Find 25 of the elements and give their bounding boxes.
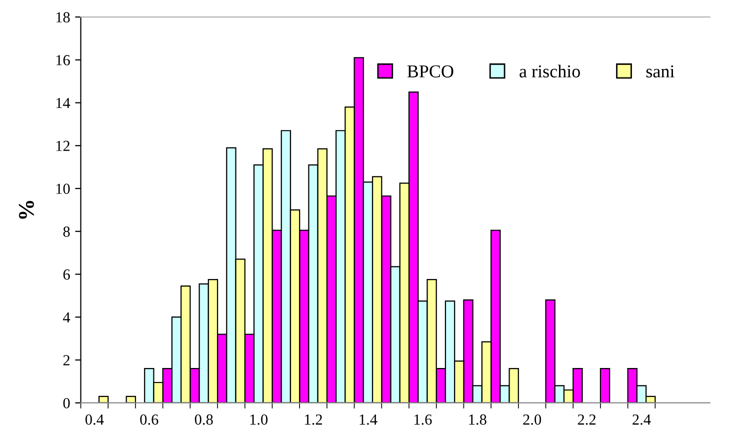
x-tick-label: 0.6 xyxy=(140,414,158,425)
x-tick-label: 0.4 xyxy=(85,414,104,425)
y-tick-label: 4 xyxy=(63,312,70,322)
legend-label: sani xyxy=(646,65,674,78)
y-tick-label: 14 xyxy=(56,98,70,108)
legend-label: BPCO xyxy=(407,65,454,78)
y-tick-label: 18 xyxy=(56,12,70,22)
y-tick-label: 0 xyxy=(63,398,70,408)
y-tick-label: 8 xyxy=(63,226,70,237)
x-tick-label: 1.8 xyxy=(469,414,486,425)
y-tick-label: 2 xyxy=(63,355,70,366)
x-tick-label: 2.0 xyxy=(523,414,542,425)
x-tick-label: 1.2 xyxy=(305,414,322,425)
y-tick-label: 16 xyxy=(56,55,70,66)
y-tick-label: 6 xyxy=(63,269,70,280)
y-tick-label: 12 xyxy=(56,140,70,151)
y-tick-label: 10 xyxy=(56,184,70,194)
x-tick-label: 1.6 xyxy=(414,414,432,425)
legend-label: a rischio xyxy=(520,64,580,78)
y-axis-title: % xyxy=(18,200,34,219)
x-tick-label: 0.8 xyxy=(194,414,213,425)
x-tick-label: 2.4 xyxy=(632,414,651,425)
x-tick-label: 2.2 xyxy=(578,414,596,425)
x-tick-label: 1.4 xyxy=(360,414,378,425)
x-tick-label: 1.0 xyxy=(250,414,268,425)
